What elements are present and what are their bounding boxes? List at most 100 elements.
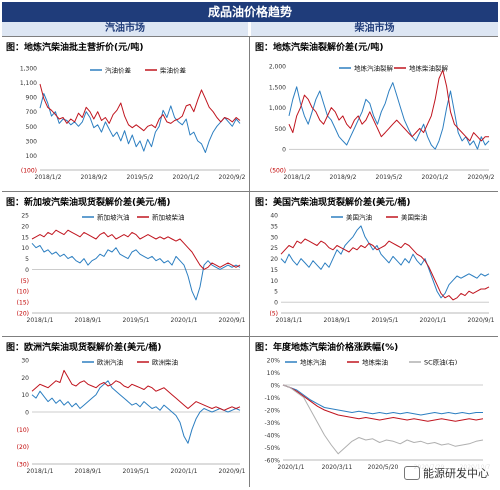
y-tick-label: 5: [274, 289, 278, 296]
x-tick-label: 2018/1/2: [35, 174, 62, 181]
legend-label: 汽油价差: [105, 66, 132, 75]
chart-title: 图：地炼汽柴油裂解价差(元/吨): [255, 43, 384, 53]
y-tick-label: 1,500: [269, 84, 286, 91]
y-tick-label: (100): [21, 168, 37, 175]
x-tick-label: 2020/9/1: [219, 317, 246, 324]
y-tick-label: 40: [270, 213, 278, 220]
chart-panel-crack-spread-local: 图：地炼汽柴油裂解价差(元/吨) 2,000 1,500 1,000 500 0 (500…: [251, 38, 496, 190]
y-tick-label: 0: [25, 267, 29, 274]
legend-label: SC原油(右): [424, 358, 457, 367]
y-tick-label: 30: [21, 358, 29, 365]
legend-label: 柴油价差: [160, 66, 187, 75]
chart-title: 图：美国汽柴油现货裂解价差(美元/桶): [255, 198, 411, 208]
series-line-2: [31, 369, 241, 411]
series-line-2: [288, 69, 489, 142]
chart-panel-annual-change: 图：年度地炼汽柴油价格涨跌幅(%) 20% 10% 0% -10% -20% -30% -4…: [251, 338, 496, 486]
x-tick-label: 2020/1/1: [278, 464, 305, 471]
series-line-2: [39, 83, 241, 132]
y-tick-label: (15): [17, 300, 29, 307]
y-tick-label: 500: [26, 124, 38, 131]
y-tick-label: 1,000: [269, 105, 286, 112]
x-tick-label: 2018/9/1: [75, 468, 102, 475]
chart-title: 图：新加坡汽柴油现货裂解价差(美元/桶): [6, 198, 171, 208]
y-tick-label: -10%: [264, 395, 280, 402]
x-tick-label: 2019/5/1: [372, 317, 399, 324]
legend-label: 欧洲柴油: [152, 358, 178, 367]
gasoline-market-header: 汽油市场: [2, 22, 248, 36]
series-line-1: [31, 242, 241, 301]
x-tick-label: 2020/1/1: [420, 317, 447, 324]
x-tick-label: 2019/5/1: [123, 468, 150, 475]
chart-svg: 2,000 1,500 1,000 500 0 (500)2018/1/2 2018/9/2…: [269, 64, 495, 182]
legend-label: 地炼柴油: [362, 358, 388, 367]
x-tick-label: 2018/1/1: [27, 317, 54, 324]
series-line-1: [39, 93, 241, 153]
y-tick-label: -50%: [264, 445, 280, 452]
chart-panel-europe-crack: 图：欧洲汽柴油现货裂解价差(美元/桶) 30 20 10 0 (10) (20) (30) 2…: [2, 338, 247, 486]
series-line-2: [280, 238, 490, 301]
chart-svg: 30 20 10 0 (10) (20) (30)2018/1/1 2018/9/1 2019/…: [17, 358, 246, 476]
x-tick-label: 2020/1/2: [173, 174, 200, 181]
y-tick-label: 10: [21, 392, 29, 399]
y-tick-label: 20%: [267, 358, 281, 365]
y-tick-label: (30): [17, 462, 29, 469]
column-divider: [249, 36, 250, 487]
row-divider: [2, 36, 498, 37]
y-tick-label: 1,100: [20, 80, 37, 87]
legend-label: 欧洲汽油: [97, 358, 123, 367]
y-tick-label: (10): [17, 427, 29, 434]
watermark: 能源研发中心: [401, 464, 492, 482]
y-tick-label: 10: [21, 245, 29, 252]
chart-panel-us-crack: 图：美国汽柴油现货裂解价差(美元/桶) 40 35 30 25 20 15 10 5 0 (5) 2…: [251, 193, 496, 335]
legend-label: 地炼柴油裂解: [409, 64, 449, 73]
x-tick-label: 2020/1/2: [422, 174, 449, 181]
x-tick-label: 2019/5/1: [123, 317, 150, 324]
x-tick-label: 2018/1/1: [276, 317, 303, 324]
y-tick-label: -20%: [264, 408, 280, 415]
x-tick-label: 2020/9/2: [468, 174, 495, 181]
legend-label: 地炼汽油裂解: [354, 64, 394, 73]
y-tick-label: 5: [25, 256, 29, 263]
row-divider: [2, 336, 498, 337]
chart-title: 图：地炼汽柴油批主营折价(元/吨): [6, 43, 144, 53]
x-tick-label: 2020/3/11: [322, 464, 353, 471]
y-tick-label: (20): [17, 444, 29, 451]
y-tick-label: 100: [26, 153, 38, 160]
x-tick-label: 2020/9/2: [219, 174, 246, 181]
x-tick-label: 2018/1/2: [284, 174, 311, 181]
y-tick-label: 0: [282, 147, 286, 154]
series-line-2: [31, 229, 241, 270]
chart-panel-gasoline-diesel-discount: 图：地炼汽柴油批主营折价(元/吨) 1,300 1,100 900 700 500 300…: [2, 38, 247, 190]
x-tick-label: 2020/9/1: [219, 468, 246, 475]
y-tick-label: 500: [275, 126, 287, 133]
y-tick-label: 0: [25, 410, 29, 417]
y-tick-label: 20: [21, 375, 29, 382]
x-tick-label: 2018/9/2: [330, 174, 357, 181]
y-tick-label: 10%: [267, 370, 281, 377]
legend-label: 美国柴油: [401, 213, 427, 222]
y-tick-label: (5): [270, 311, 279, 318]
diesel-market-header: 柴油市场: [251, 22, 498, 36]
y-tick-label: (10): [17, 289, 29, 296]
chart-svg: 40 35 30 25 20 15 10 5 0 (5)2018/1/1 2018/9/1 2019/…: [270, 213, 495, 325]
x-tick-label: 2018/9/2: [81, 174, 108, 181]
y-tick-label: 900: [26, 95, 38, 102]
y-tick-label: 20: [270, 256, 278, 263]
y-tick-label: 10: [270, 278, 278, 285]
y-tick-label: (5): [21, 278, 30, 285]
y-tick-label: 35: [270, 223, 278, 230]
legend-label: 地炼汽油: [300, 358, 326, 367]
legend-label: 新加坡柴油: [152, 213, 185, 222]
chart-svg: 25 20 15 10 5 0 (5) (10) (15) (20)2018/1/1 2018/9/…: [17, 213, 246, 325]
legend-label: 美国汽油: [346, 213, 372, 222]
y-tick-label: 1,300: [20, 66, 37, 73]
x-tick-label: 2018/9/1: [324, 317, 351, 324]
x-tick-label: 2018/1/1: [27, 468, 54, 475]
y-tick-label: 300: [26, 138, 38, 145]
x-tick-label: 2020/1/1: [171, 317, 198, 324]
y-tick-label: -30%: [264, 420, 280, 427]
y-tick-label: 25: [21, 213, 29, 220]
y-tick-label: 0: [274, 300, 278, 307]
y-tick-label: 0%: [270, 383, 280, 390]
